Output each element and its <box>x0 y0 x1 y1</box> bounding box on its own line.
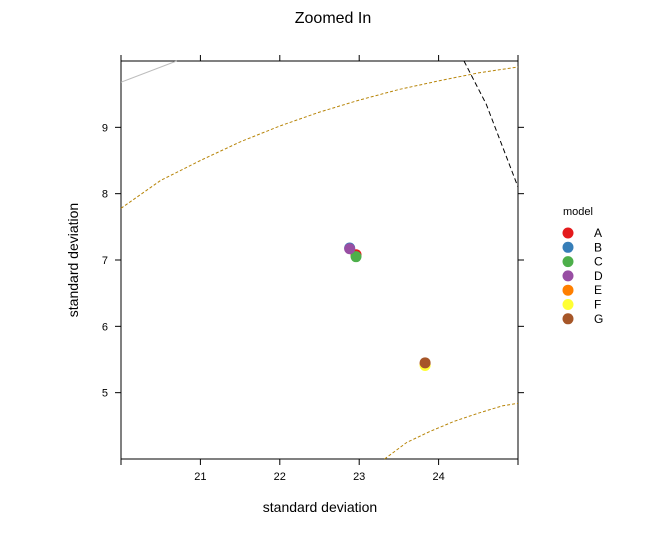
x-tick-label: 22 <box>274 471 286 483</box>
reference-curve-4 <box>384 402 519 460</box>
y-tick-label: 6 <box>102 321 108 333</box>
legend-marker-F <box>562 299 574 310</box>
legend-label-E: E <box>594 283 602 297</box>
legend-marker-B <box>562 241 574 253</box>
legend-marker-E <box>562 284 574 296</box>
plot-frame <box>120 60 519 460</box>
reference-curve-1 <box>120 60 177 83</box>
reference-curves <box>120 60 519 460</box>
reference-curve-2 <box>463 60 519 188</box>
y-tick-label: 8 <box>102 189 108 201</box>
legend-label-B: B <box>594 240 602 254</box>
data-point-G <box>419 357 431 369</box>
legend-label-D: D <box>594 269 603 283</box>
axis-ticks: 21 22 23 24 5 6 7 8 9 <box>102 55 524 483</box>
legend-marker-C <box>562 256 574 268</box>
legend-title: model <box>563 206 593 218</box>
data-point-D <box>344 243 356 255</box>
chart-title: Zoomed In <box>295 10 371 27</box>
y-tick-label: 5 <box>102 388 108 400</box>
legend-label-F: F <box>594 298 601 312</box>
legend-marker-G <box>562 313 574 325</box>
legend-label-A: A <box>594 226 602 240</box>
x-tick-label: 23 <box>353 471 365 483</box>
legend-marker-A <box>562 227 574 239</box>
x-tick-label: 24 <box>432 471 444 483</box>
x-axis-label: standard deviation <box>263 499 377 515</box>
y-tick-label: 9 <box>102 122 108 134</box>
reference-curve-3 <box>120 66 519 209</box>
data-point-C <box>350 251 362 263</box>
y-axis-label: standard deviation <box>65 203 81 317</box>
legend-label-G: G <box>594 312 603 326</box>
data-points <box>344 242 431 371</box>
y-tick-label: 7 <box>102 255 108 267</box>
x-tick-label: 21 <box>194 471 206 483</box>
legend-marker-D <box>562 270 574 282</box>
legend-label-C: C <box>594 255 603 269</box>
